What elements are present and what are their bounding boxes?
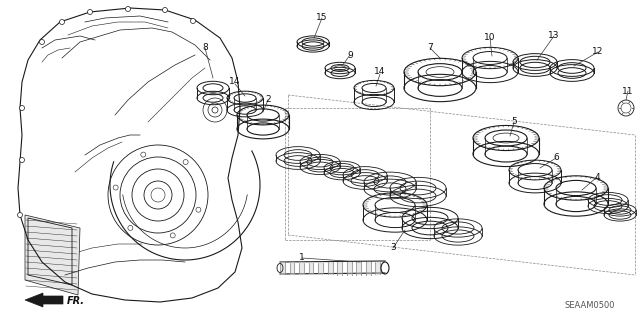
Circle shape <box>19 106 24 110</box>
Text: 13: 13 <box>548 32 560 41</box>
Circle shape <box>60 19 65 25</box>
Polygon shape <box>280 262 285 274</box>
Text: 8: 8 <box>202 43 208 53</box>
Text: 10: 10 <box>484 33 496 42</box>
Circle shape <box>88 10 93 14</box>
Text: FR.: FR. <box>67 296 85 306</box>
Polygon shape <box>308 262 314 274</box>
Text: 12: 12 <box>592 48 604 56</box>
Polygon shape <box>25 215 80 295</box>
Polygon shape <box>318 262 323 274</box>
Polygon shape <box>289 262 294 274</box>
Text: 9: 9 <box>347 50 353 60</box>
Text: 5: 5 <box>511 117 517 127</box>
Circle shape <box>19 158 24 162</box>
Polygon shape <box>366 262 371 274</box>
Text: 3: 3 <box>390 243 396 253</box>
Text: 14: 14 <box>229 78 241 86</box>
Circle shape <box>125 6 131 11</box>
Circle shape <box>40 40 45 44</box>
Text: 7: 7 <box>427 43 433 53</box>
Polygon shape <box>337 262 342 274</box>
Text: 2: 2 <box>265 95 271 105</box>
Polygon shape <box>25 293 63 307</box>
Text: SEAAM0500: SEAAM0500 <box>564 301 615 310</box>
Text: 11: 11 <box>622 86 634 95</box>
Circle shape <box>17 212 22 218</box>
Polygon shape <box>299 262 304 274</box>
Polygon shape <box>376 262 380 274</box>
Text: 15: 15 <box>316 13 328 23</box>
Polygon shape <box>356 262 361 274</box>
Circle shape <box>163 8 168 12</box>
Polygon shape <box>347 262 351 274</box>
Polygon shape <box>328 262 333 274</box>
Text: 4: 4 <box>594 173 600 182</box>
Text: 1: 1 <box>299 254 305 263</box>
Text: 6: 6 <box>553 153 559 162</box>
Circle shape <box>191 19 195 24</box>
Text: 14: 14 <box>374 68 386 77</box>
